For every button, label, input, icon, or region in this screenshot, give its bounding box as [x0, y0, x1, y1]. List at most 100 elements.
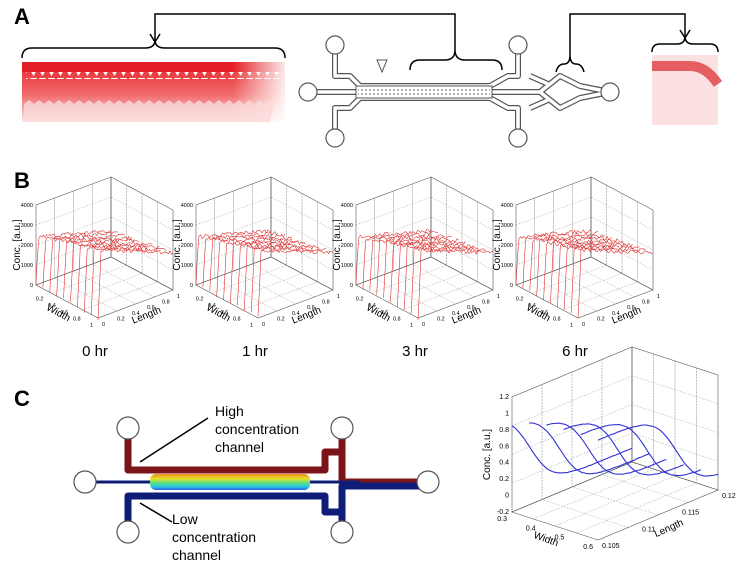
- z-tick-label: 0.4: [499, 460, 509, 467]
- profile-curve: [383, 238, 459, 298]
- z-tick-label: 2000: [181, 243, 193, 249]
- grid-line: [242, 201, 318, 310]
- grid-line: [355, 216, 494, 251]
- length-tick-label: 0.8: [482, 300, 490, 306]
- profile-curve: [403, 244, 480, 310]
- panel-label: B: [14, 168, 30, 193]
- profile-curve: [35, 229, 112, 284]
- grid-line: [402, 201, 478, 310]
- z-tick-label: 0.6: [499, 443, 509, 450]
- length-tick-label: 0.6: [307, 305, 315, 311]
- profile-curve: [529, 234, 605, 291]
- profile-curve: [195, 229, 272, 286]
- axis-label: Length: [653, 517, 685, 539]
- plot-wall: [590, 176, 654, 291]
- axis-label: Conc. [a.u.]: [172, 219, 183, 270]
- width-tick-label: 0.2: [196, 297, 204, 303]
- z-tick-label: 4000: [501, 203, 513, 209]
- profile-curve: [90, 246, 167, 315]
- axis-label: Conc. [a.u.]: [482, 429, 493, 480]
- grid-line: [515, 216, 654, 251]
- low-label: Low concentration channel: [172, 511, 256, 563]
- width-tick-label: 0.8: [393, 316, 401, 322]
- length-tick-label: 0.2: [277, 316, 285, 322]
- grid-line: [35, 216, 174, 251]
- length-tick-label: 0.115: [682, 510, 699, 517]
- grid-line: [355, 196, 494, 231]
- length-tick-label: 0: [102, 322, 105, 328]
- time-label: 6 hr: [562, 343, 588, 360]
- grid-line: [211, 185, 287, 294]
- length-tick-label: 0: [262, 322, 265, 328]
- width-tick-label: 0.6: [583, 544, 593, 551]
- annotation: concentration: [215, 421, 299, 437]
- width-tick-label: 0.6: [221, 310, 229, 316]
- axis-label: Width: [204, 302, 232, 324]
- length-tick-label: 0.4: [292, 311, 300, 317]
- width-tick-label: 0.4: [368, 303, 376, 309]
- grid-line: [511, 375, 719, 426]
- grid-line: [66, 193, 143, 302]
- grid-line: [515, 196, 654, 231]
- width-tick-label: 0.8: [233, 316, 241, 322]
- panel-c-plot: -0.2 0 0.2 0.4 0.6 0.8 1 1.2 0.3 0.4 0.5 0.6 0.105 0.…: [482, 346, 736, 551]
- profile-curve: [97, 248, 174, 321]
- width-tick-label: 1: [410, 323, 413, 329]
- conc-plot: 0 1000 2000 3000 4000 0.2 0.4 0.6 0.8 1 0 0.2 0.4 0.6…: [492, 176, 660, 329]
- profile-curve: [209, 233, 286, 291]
- time-label: 3 hr: [402, 343, 428, 360]
- profile-curve: [390, 241, 466, 302]
- profile-curve: [376, 235, 452, 295]
- width-tick-label: 0.6: [541, 310, 549, 316]
- profile-curve: [522, 230, 599, 289]
- profile-curve: [570, 246, 647, 313]
- grid-line: [195, 236, 334, 271]
- width-tick-label: 0.4: [208, 303, 216, 309]
- z-tick-label: 3000: [21, 223, 33, 229]
- width-tick-label: 0.2: [356, 297, 364, 303]
- profile-curve: [543, 238, 619, 301]
- profile-curve: [550, 240, 626, 303]
- grid-line: [531, 185, 607, 294]
- grid-line: [355, 236, 494, 271]
- profile-curve: [83, 244, 160, 313]
- axis-label: Width: [532, 530, 560, 549]
- profile-curve: [557, 243, 633, 307]
- profile-curve: [563, 245, 640, 310]
- grid-line: [195, 216, 334, 251]
- profile-curve: [515, 229, 592, 286]
- length-tick-label: 0.2: [117, 316, 125, 322]
- z-tick-label: 0: [505, 493, 509, 500]
- grid-line: [511, 432, 719, 484]
- z-tick-label: 1000: [21, 263, 33, 269]
- annotation: High: [215, 403, 244, 419]
- length-tick-label: 1: [657, 294, 660, 300]
- axis-label: Conc. [a.u.]: [12, 219, 23, 270]
- profile-curve: [417, 247, 494, 320]
- length-tick-label: 0.8: [322, 300, 330, 306]
- length-tick-label: 1: [337, 294, 340, 300]
- profile-curve: [202, 231, 279, 288]
- axis-label: Width: [524, 302, 552, 324]
- grid-line: [562, 201, 638, 310]
- width-tick-label: 0.8: [553, 316, 561, 322]
- profile-curve: [56, 235, 132, 296]
- grid-line: [233, 191, 296, 305]
- grid-line: [51, 185, 127, 294]
- z-tick-label: 4000: [181, 203, 193, 209]
- width-tick-label: 0.5: [555, 535, 565, 542]
- length-tick-label: 0.105: [602, 543, 620, 550]
- width-tick-label: 1: [90, 323, 93, 329]
- length-tick-label: 0.2: [437, 316, 445, 322]
- annotation: channel: [172, 547, 221, 563]
- width-tick-label: 0.4: [48, 303, 56, 309]
- profile-curve: [355, 229, 432, 285]
- z-tick-label: 1000: [501, 263, 513, 269]
- grid-line: [35, 196, 174, 231]
- annotation: Low: [172, 511, 199, 527]
- z-tick-label: 1: [505, 410, 509, 417]
- plot-wall: [270, 176, 334, 291]
- z-tick-label: 2000: [341, 243, 353, 249]
- axis-label: Conc. [a.u.]: [332, 219, 343, 270]
- width-tick-label: 0.8: [73, 316, 81, 322]
